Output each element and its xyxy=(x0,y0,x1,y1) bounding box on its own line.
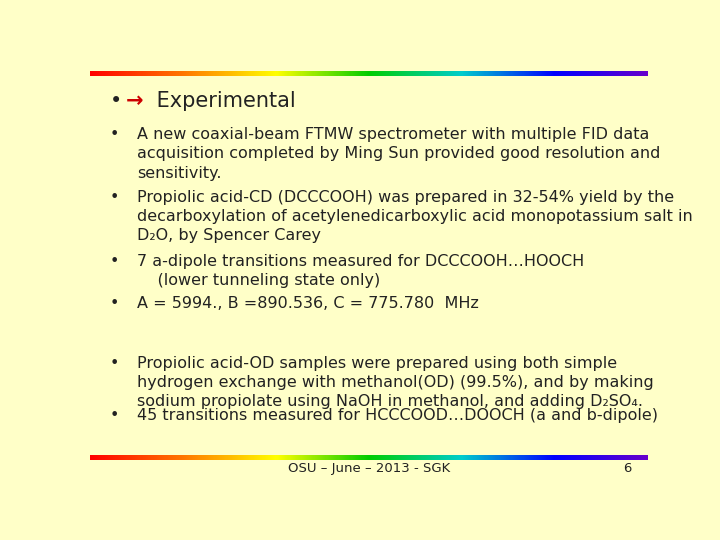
Text: 6: 6 xyxy=(623,462,631,475)
Text: •: • xyxy=(109,91,122,111)
Text: →: → xyxy=(126,91,144,111)
Text: •: • xyxy=(109,254,119,269)
Text: Propiolic acid-CD (DCCCOOH) was prepared in 32-54% yield by the
decarboxylation : Propiolic acid-CD (DCCCOOH) was prepared… xyxy=(138,190,693,243)
Text: 45 transitions measured for HCCCOOD…DOOCH (a and b-dipole): 45 transitions measured for HCCCOOD…DOOC… xyxy=(138,408,658,423)
Text: •: • xyxy=(109,190,119,205)
Text: •: • xyxy=(109,356,119,371)
Text: •: • xyxy=(109,408,119,423)
Text: 7 a-dipole transitions measured for DCCCOOH…HOOCH
    (lower tunneling state onl: 7 a-dipole transitions measured for DCCC… xyxy=(138,254,585,288)
Text: Propiolic acid-OD samples were prepared using both simple
hydrogen exchange with: Propiolic acid-OD samples were prepared … xyxy=(138,356,654,409)
Text: A new coaxial-beam FTMW spectrometer with multiple FID data
acquisition complete: A new coaxial-beam FTMW spectrometer wit… xyxy=(138,127,661,180)
Text: A = 5994., B =890.536, C = 775.780  MHz: A = 5994., B =890.536, C = 775.780 MHz xyxy=(138,295,480,310)
Text: •: • xyxy=(109,127,119,142)
Text: •: • xyxy=(109,295,119,310)
Text: OSU – June – 2013 - SGK: OSU – June – 2013 - SGK xyxy=(288,462,450,475)
Text: Experimental: Experimental xyxy=(150,91,295,111)
